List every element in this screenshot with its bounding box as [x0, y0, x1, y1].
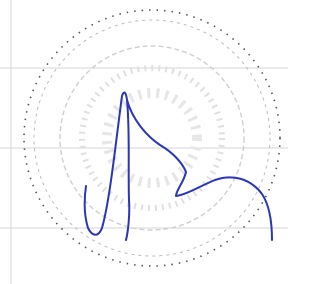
scanned-signature: [0, 0, 288, 284]
paper: [0, 0, 288, 284]
